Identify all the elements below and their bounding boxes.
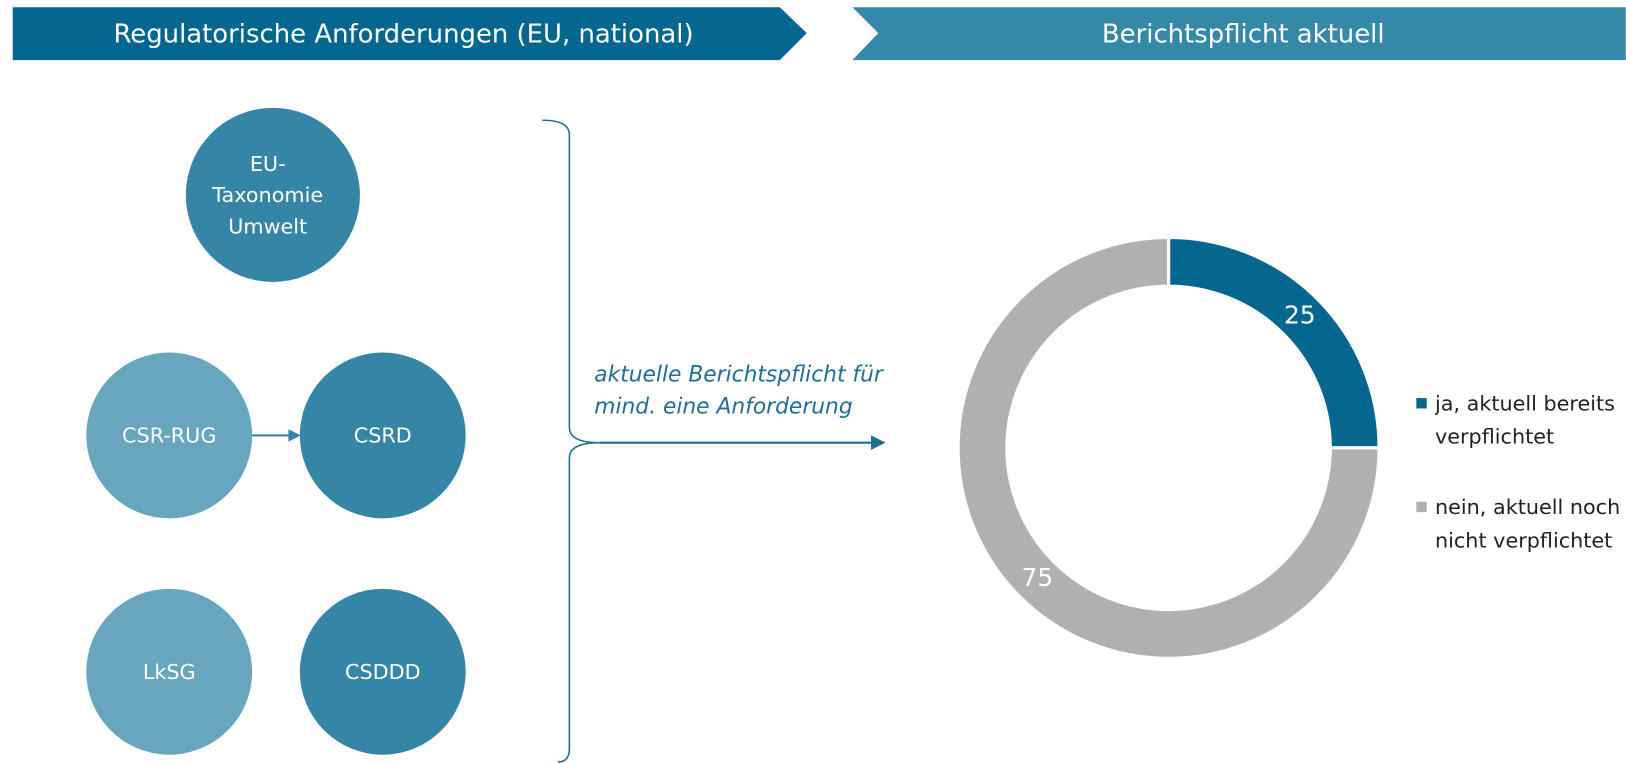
donut-segment bbox=[1167, 235, 1381, 450]
brace bbox=[542, 119, 600, 763]
value-label: 75 bbox=[1022, 563, 1054, 592]
requirement-circle bbox=[299, 352, 466, 519]
header-left bbox=[12, 7, 807, 61]
legend-label: ja, aktuell bereits verpflichtet bbox=[1435, 390, 1615, 449]
requirement-label-box: CSR-RUG bbox=[122, 422, 217, 448]
header-right-title: Berichtspflicht aktuell bbox=[1102, 20, 1385, 50]
requirement-circle bbox=[299, 588, 466, 755]
requirement-label-box: CSRD bbox=[353, 422, 412, 448]
requirement-label: CSR-RUG bbox=[122, 422, 217, 448]
legend-label: nein, aktuell noch nicht verpflichtet bbox=[1435, 494, 1621, 553]
legend-label-box: ja, aktuell bereits verpflichtet bbox=[1435, 390, 1615, 449]
requirement-circle bbox=[86, 588, 253, 755]
value-label: 25 bbox=[1284, 301, 1316, 330]
requirement-label-box: LkSG bbox=[142, 659, 196, 685]
arrow-head bbox=[871, 435, 886, 450]
requirement-label: EU-Taxonomie Umwelt bbox=[212, 151, 324, 239]
requirement-label: CSDDD bbox=[345, 659, 421, 685]
legend-swatch bbox=[1416, 398, 1427, 409]
requirement-circle bbox=[185, 107, 360, 282]
requirement-label-box: EU-Taxonomie Umwelt bbox=[212, 151, 324, 239]
note-line: mind. eine Anforderung bbox=[594, 394, 852, 419]
requirement-label: LkSG bbox=[142, 659, 196, 685]
note-line: aktuelle Berichtspflicht für bbox=[594, 362, 885, 387]
arrow-head bbox=[288, 429, 301, 442]
legend-swatch bbox=[1416, 501, 1427, 513]
requirement-label-box: CSDDD bbox=[345, 659, 421, 685]
requirement-circle bbox=[86, 352, 253, 519]
requirement-label: CSRD bbox=[353, 422, 412, 448]
header-left-title: Regulatorische Anforderungen (EU, nation… bbox=[113, 20, 693, 50]
header-right bbox=[852, 7, 1626, 61]
legend-label-box: nein, aktuell noch nicht verpflichtet bbox=[1435, 494, 1621, 553]
donut-segment bbox=[956, 235, 1381, 660]
